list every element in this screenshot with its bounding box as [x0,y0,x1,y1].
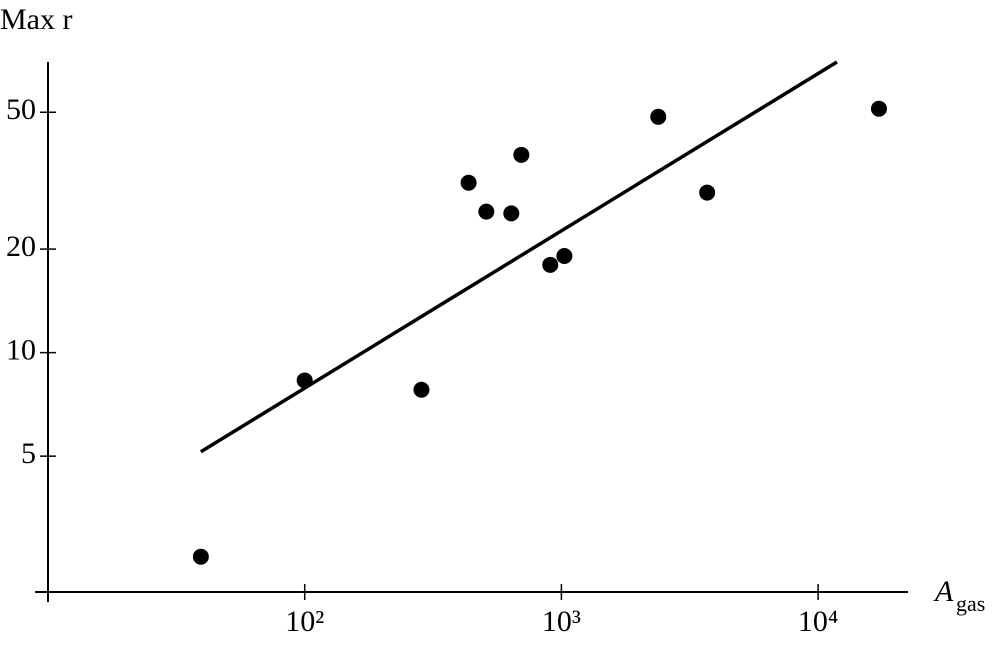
x-tick-label: 10³ [542,605,581,638]
point [542,256,559,273]
point [460,174,477,191]
y-tick-label: 10 [6,334,36,367]
y-tick-label: 20 [6,230,36,263]
point [556,247,573,264]
point [192,548,209,565]
y-tick-label: 50 [6,93,36,126]
point [513,146,530,163]
y-tick-label: 5 [21,437,36,470]
point [478,203,495,220]
x-axis-label-sub: gas [956,591,985,616]
point [870,100,887,117]
fit-line [199,60,838,454]
y-axis-label: Max r [0,3,72,36]
x-tick-label: 10⁴ [798,605,838,638]
point [413,381,430,398]
x-tick-label: 10² [285,605,324,638]
x-axis-label: A [933,575,954,608]
point [650,108,667,125]
point [503,205,520,222]
point [699,184,716,201]
